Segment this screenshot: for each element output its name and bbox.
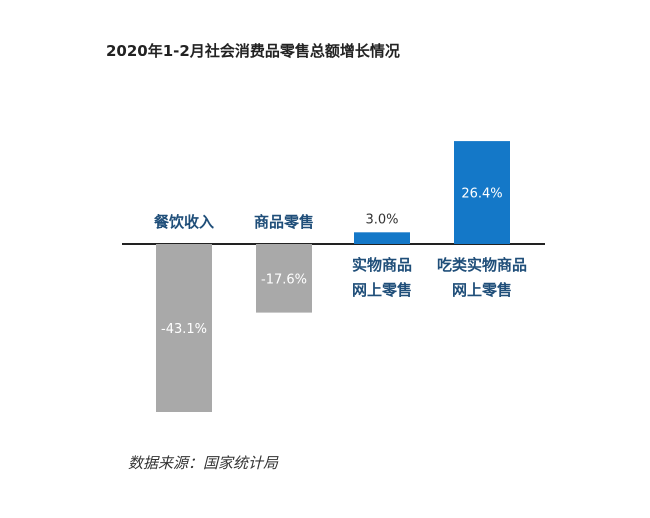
chart-title: 2020年1-2月社会消费品零售总额增长情况 [106,42,400,60]
bar [454,141,510,244]
bar [256,244,312,313]
category-label: 实物商品 [352,256,412,274]
category-label: 商品零售 [254,213,314,231]
data-label: 26.4% [461,187,502,202]
category-label: 餐饮收入 [154,213,214,231]
bar [156,244,212,412]
data-source: 数据来源：国家统计局 [128,454,279,472]
data-label: -17.6% [261,272,307,287]
category-label: 吃类实物商品 [437,256,527,274]
category-label: 网上零售 [452,281,512,299]
data-label: 3.0% [365,212,398,227]
bar [354,232,410,244]
category-label: 网上零售 [352,281,412,299]
data-label: -43.1% [161,322,207,337]
